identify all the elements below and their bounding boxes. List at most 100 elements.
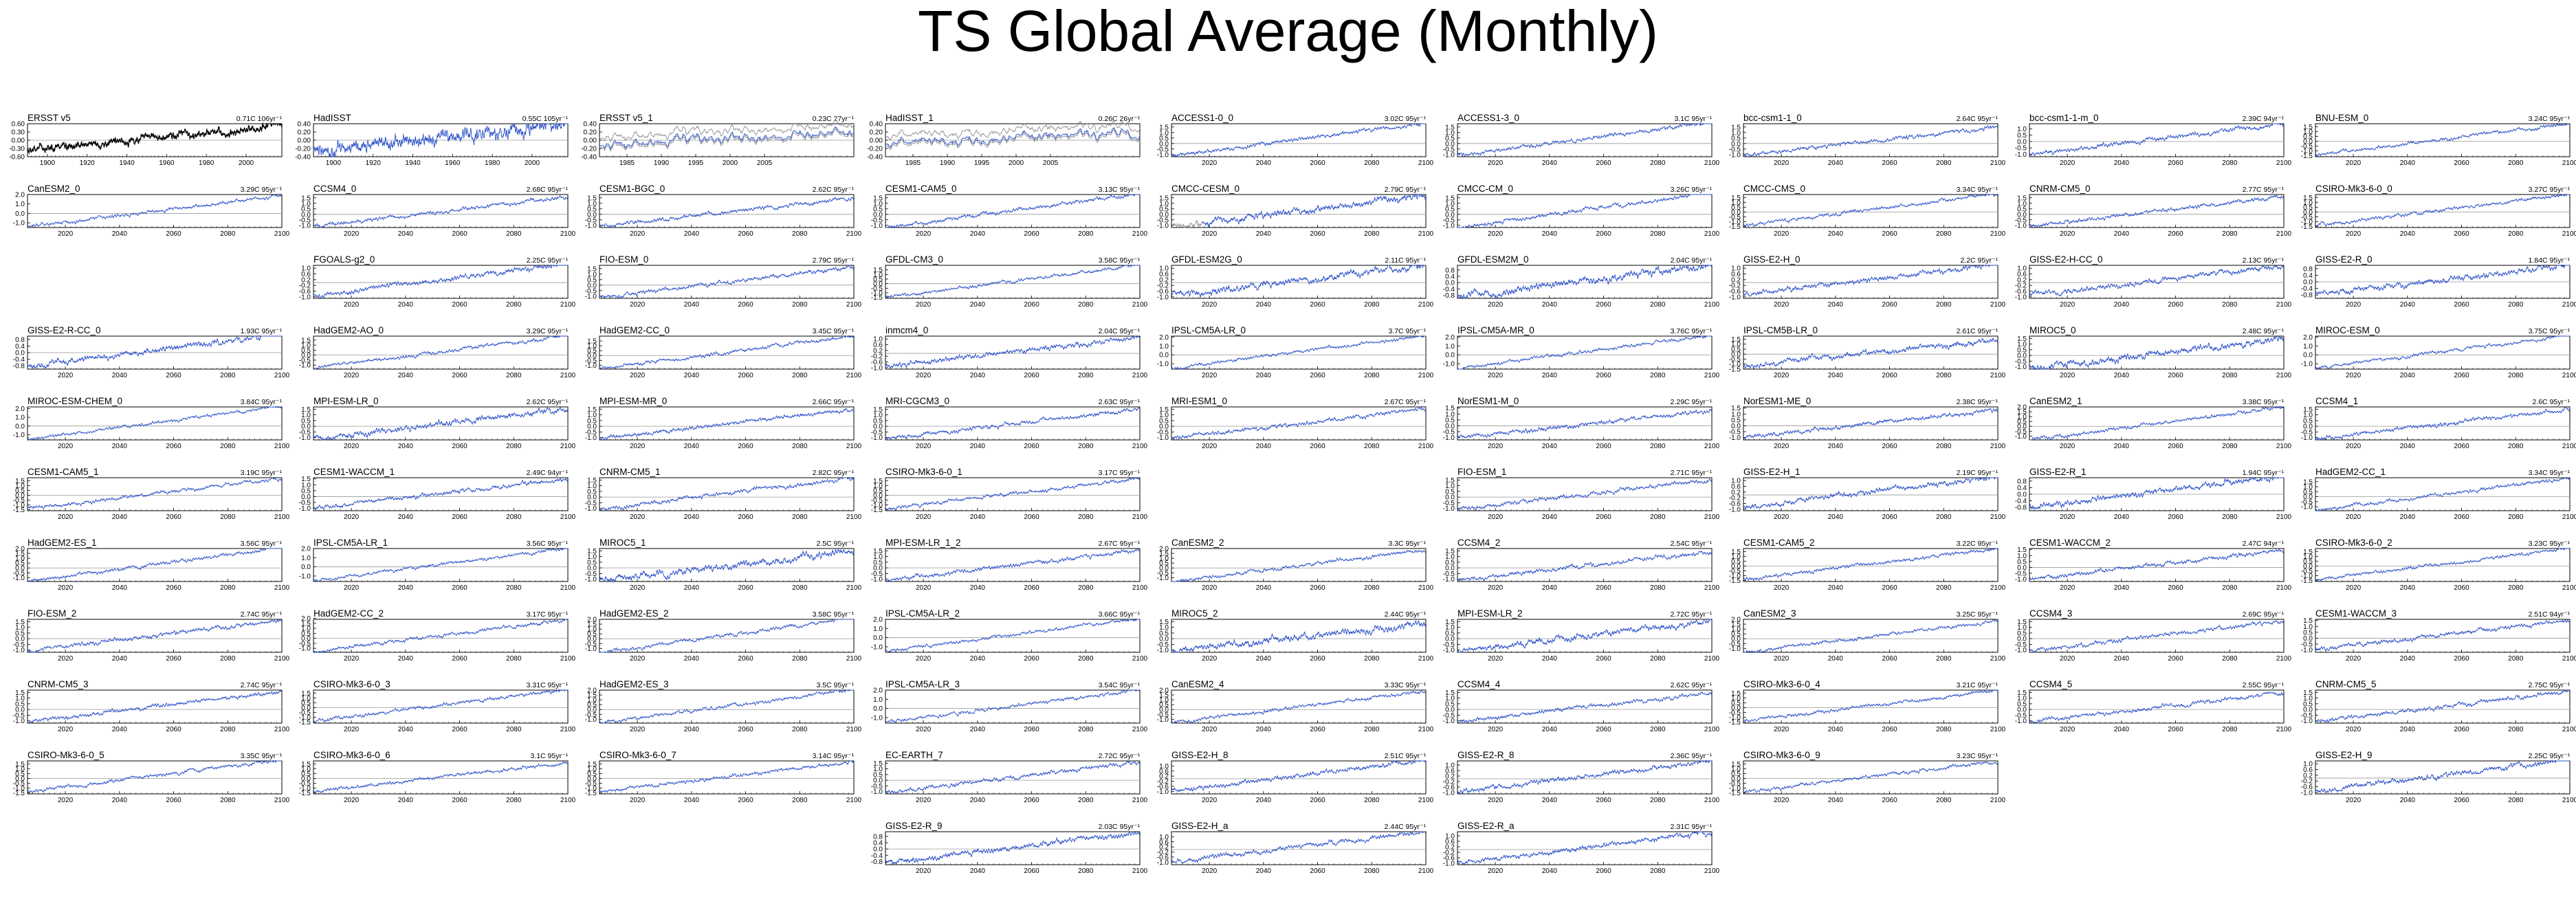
chart-svg: IPSL-CM5A-LR_1 3.56C 95yr⁻¹ 2.0 1.0 0.0 -1.0 2… (299, 538, 576, 592)
series-line (1743, 125, 1998, 157)
series-line (2315, 123, 2570, 157)
x-tick-label: 1985 (619, 159, 635, 167)
plot-frame (2029, 123, 2285, 157)
y-tick-label: 0.0 (2303, 423, 2313, 431)
y-tick-label: 2.0 (1159, 546, 1169, 553)
panel-trend-label: 2.39C 94yr⁻¹ (2243, 115, 2285, 123)
x-tick-label: 2080 (1078, 655, 1094, 663)
y-tick-label: 0.2 (2017, 276, 2027, 284)
x-tick-label: 2020 (916, 443, 932, 450)
x-tick-label: 2020 (2060, 230, 2076, 238)
y-tick-label: -0.2 (1729, 283, 1741, 290)
panel-title: CSIRO-Mk3-6-0_1 (885, 467, 962, 477)
y-tick-label: 0.40 (298, 121, 311, 129)
y-tick-label: -0.4 (1443, 286, 1455, 294)
series-line (885, 126, 1141, 148)
chart-svg: HadGEM2-AO_0 3.29C 95yr⁻¹ 1.51.00.50.0-0.5… (299, 325, 576, 379)
panel-title: FIO-ESM_0 (599, 254, 648, 265)
chart-svg: GFDL-ESM2M_0 2.04C 95yr⁻¹ 0.80.40.0-0.4-0.… (1443, 254, 1720, 309)
x-tick-label: 2060 (1882, 372, 1897, 379)
y-tick-label: 0.5 (301, 487, 311, 495)
x-tick-label: 2100 (1990, 301, 2006, 309)
y-tick-label: -1.0 (2015, 433, 2027, 441)
y-tick-label: -0.5 (299, 357, 311, 364)
chart-panel: GISS-E2-H_0 2.2C 95yr⁻¹ 1.0 0.6 0.2 -0.2 -0.6-… (1716, 252, 2006, 315)
chart-panel: inmcm4_0 2.04C 95yr⁻¹ 1.0 0.6 0.2 -0.2 -0.6 -1.… (858, 322, 1148, 386)
panel-trend-label: 3.17C 95yr⁻¹ (527, 610, 569, 619)
x-tick-label: 2040 (2400, 443, 2416, 450)
y-tick-label: 1.0 (873, 483, 883, 490)
y-tick-label: -1.0 (2301, 573, 2313, 580)
panel-title: IPSL-CM5A-LR_1 (313, 538, 388, 548)
y-tick-label: -0.2 (299, 283, 311, 290)
x-tick-label: 1920 (80, 159, 96, 167)
y-tick-label: -0.5 (2015, 358, 2027, 366)
chart-panel: GFDL-ESM2M_0 2.04C 95yr⁻¹ 0.8 0.4 0.0 -0.4 -0.… (1430, 252, 1720, 315)
y-tick-label: 1.0 (1159, 129, 1169, 137)
chart-svg: GISS-E2-R_1 1.94C 95yr⁻¹ 0.80.40.0-0.4-0.8… (2015, 467, 2292, 521)
y-tick-label: 2.0 (2017, 404, 2027, 412)
chart-panel: CESM1-BGC_0 2.62C 95yr⁻¹ 1.5 1.0 0.5 0.0 -0.5-… (572, 181, 862, 245)
y-tick-label: -1.0 (871, 364, 883, 372)
y-tick-label: -1.0 (1729, 151, 1741, 159)
x-tick-label: 2100 (1132, 230, 1148, 238)
x-tick-label: 2080 (220, 230, 236, 238)
chart-panel: ERSST v5 0.71C 106yr⁻¹ 0.60 0.30 0.00 -0.30 -0… (0, 110, 289, 174)
x-tick-label: 2060 (166, 584, 181, 592)
chart-panel: CanESM2_1 3.38C 95yr⁻¹ 2.0 1.5 1.0 0.5 0.0 -0.5… (2002, 393, 2292, 457)
x-tick-label: 2020 (2060, 513, 2076, 521)
y-tick-label: 1.0 (1445, 411, 1455, 419)
y-tick-label: 1.5 (1731, 405, 1741, 412)
panel-trend-label: 3.56C 95yr⁻¹ (527, 540, 569, 548)
panel-trend-label: 2.49C 94yr⁻¹ (527, 469, 569, 477)
x-tick-label: 2020 (1202, 372, 1218, 379)
chart-svg: GISS-E2-H-CC_0 2.13C 95yr⁻¹1.00.60.2-0.2-… (2015, 254, 2292, 309)
x-tick-label: 2060 (1024, 301, 1039, 309)
panel-trend-label: 2.04C 95yr⁻¹ (1099, 327, 1141, 335)
x-tick-label: 2040 (398, 655, 414, 663)
panel-title: HadGEM2-CC_1 (2315, 467, 2386, 477)
series-line (1743, 476, 1998, 510)
x-tick-label: 2020 (58, 230, 74, 238)
y-tick-label: -0.40 (867, 154, 883, 162)
x-tick-label: 2080 (1364, 443, 1380, 450)
plot-frame (1743, 123, 1999, 157)
x-tick-label: 2040 (684, 372, 700, 379)
x-tick-label: 2100 (560, 301, 576, 309)
y-tick-label: 1.0 (2303, 553, 2313, 561)
y-tick-label: 1.5 (1159, 406, 1169, 414)
y-tick-label: -0.5 (1157, 429, 1169, 436)
panel-title: FIO-ESM_1 (1457, 467, 1506, 477)
x-tick-label: 2060 (2454, 230, 2469, 238)
x-tick-label: 2100 (1704, 372, 1720, 379)
y-tick-label: -1.0 (1157, 222, 1169, 230)
x-tick-label: 2040 (2400, 372, 2416, 379)
panel-trend-label: 3.38C 95yr⁻¹ (2243, 398, 2285, 406)
y-tick-label: 0.0 (301, 494, 311, 501)
y-tick-label: -0.4 (13, 356, 25, 364)
x-tick-label: 2080 (792, 513, 808, 521)
chart-panel: CCSM4_1 2.6C 95yr⁻¹ 1.5 1.0 0.5 0.0 -0.5 -1.0 20… (2288, 393, 2576, 457)
y-tick-label: 0.0 (873, 211, 883, 219)
y-tick-label: -1.0 (2015, 576, 2027, 584)
panel-trend-label: 2.67C 95yr⁻¹ (1385, 398, 1427, 406)
y-tick-label: 1.0 (15, 201, 25, 208)
panel-title: MIROC-ESM-CHEM_0 (27, 396, 122, 406)
chart-svg: HadGEM2-CC_1 3.34C 95yr⁻¹ 1.51.00.50.0-0.5… (2301, 467, 2576, 521)
y-tick-label: 0.0 (1445, 140, 1455, 148)
y-tick-label: -0.20 (295, 146, 311, 153)
panel-trend-label: 2.13C 95yr⁻¹ (2243, 256, 2285, 265)
y-tick-label: 1.0 (15, 414, 25, 422)
y-tick-label: 1.0 (15, 555, 25, 563)
panel-title: GISS-E2-H_1 (1743, 467, 1801, 477)
panel-title: inmcm4_0 (885, 325, 928, 335)
chart-panel: bcc-csm1-1-m_0 2.39C 94yr⁻¹ 1.0 0.5 0.0 -0.5-… (2002, 110, 2292, 174)
plot-frame (313, 619, 569, 653)
x-tick-label: 2080 (506, 230, 522, 238)
y-tick-label: -0.5 (2301, 214, 2313, 221)
panel-title: CCSM4_2 (1457, 538, 1500, 548)
x-tick-label: 2040 (398, 513, 414, 521)
y-tick-label: 0.5 (1731, 417, 1741, 424)
x-tick-label: 2080 (1078, 230, 1094, 238)
chart-svg: IPSL-CM5A-MR_0 3.76C 95yr⁻¹ 2.01.00.0 -1.0 2… (1443, 325, 1720, 379)
